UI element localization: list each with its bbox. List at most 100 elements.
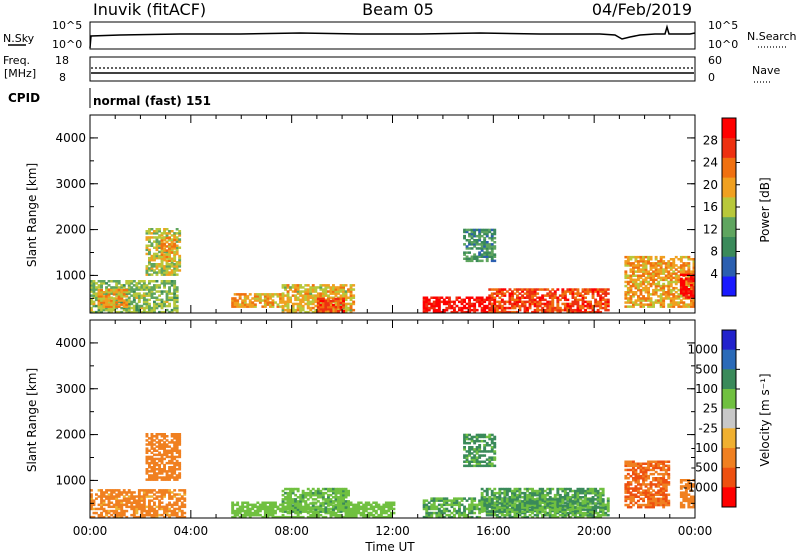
data-cell [566,502,569,505]
data-cell [483,444,486,447]
data-cell [486,229,489,232]
data-cell [650,283,653,286]
data-cell [630,268,633,271]
data-cell [516,288,519,291]
data-cell [637,487,640,490]
data-cell [183,489,186,492]
data-cell [168,286,171,289]
data-cell [171,292,174,295]
data-cell [95,286,98,289]
data-cell [488,294,491,297]
data-cell [675,268,678,271]
data-cell [118,499,121,502]
data-cell [650,272,653,275]
data-cell [332,504,335,507]
data-cell [466,251,469,254]
data-cell [95,508,98,511]
data-cell [153,263,156,266]
data-cell [468,497,471,500]
data-cell [677,266,680,269]
data-cell [153,502,156,505]
data-cell [365,502,368,505]
data-cell [103,291,106,294]
data-cell [493,237,496,240]
data-cell [481,229,484,232]
data-cell [171,280,174,283]
data-cell [153,247,156,250]
data-cell [130,491,133,494]
data-cell [675,295,678,298]
data-cell [287,510,290,513]
data-cell [181,495,184,498]
data-cell [473,454,476,457]
data-cell [493,504,496,507]
data-cell [519,292,522,295]
data-cell [118,280,121,283]
data-cell [637,283,640,286]
data-cell [128,280,131,283]
data-cell [493,303,496,306]
data-cell [440,504,443,507]
data-cell [342,488,345,491]
data-cell [657,289,660,292]
data-cell [541,506,544,509]
data-cell [627,469,630,472]
data-cell [173,280,176,283]
data-cell [309,502,312,505]
data-cell [647,281,650,284]
data-cell [640,504,643,507]
data-cell [246,295,249,298]
data-cell [294,488,297,491]
data-cell [579,502,582,505]
data-cell [123,510,126,513]
data-cell [488,288,491,291]
data-cell [438,497,441,500]
data-cell [312,294,315,297]
data-cell [153,301,156,304]
data-cell [637,295,640,298]
data-cell [541,307,544,310]
data-cell [133,288,136,291]
data-cell [161,468,164,471]
data-cell [685,270,688,273]
data-cell [156,472,159,475]
data-cell [156,510,159,513]
cpid-label: CPID [8,91,40,105]
data-cell [241,299,244,302]
data-cell [382,504,385,507]
data-cell [342,508,345,511]
data-cell [642,463,645,466]
data-cell [423,297,426,300]
data-cell [115,280,118,283]
data-cell [463,305,466,308]
data-cell [657,299,660,302]
data-cell [544,494,547,497]
data-cell [551,292,554,295]
data-cell [521,510,524,513]
data-cell [471,456,474,459]
data-cell [153,497,156,500]
data-cell [478,297,481,300]
data-cell [322,488,325,491]
data-cell [269,301,272,304]
data-cell [171,238,174,241]
data-cell [438,508,441,511]
data-cell [476,256,479,259]
colorbar-segment [722,276,736,296]
data-cell [123,504,126,507]
freq-tick-top: 18 [55,54,69,67]
data-cell [476,309,479,312]
data-cell [511,290,514,293]
data-cell [564,303,567,306]
data-cell [476,446,479,449]
data-cell [274,510,277,513]
data-cell [599,492,602,495]
data-cell [146,468,149,471]
data-cell [624,285,627,288]
data-cell [478,243,481,246]
data-cell [146,489,149,492]
data-cell [337,504,340,507]
data-cell [118,512,121,515]
data-cell [554,506,557,509]
data-cell [133,491,136,494]
